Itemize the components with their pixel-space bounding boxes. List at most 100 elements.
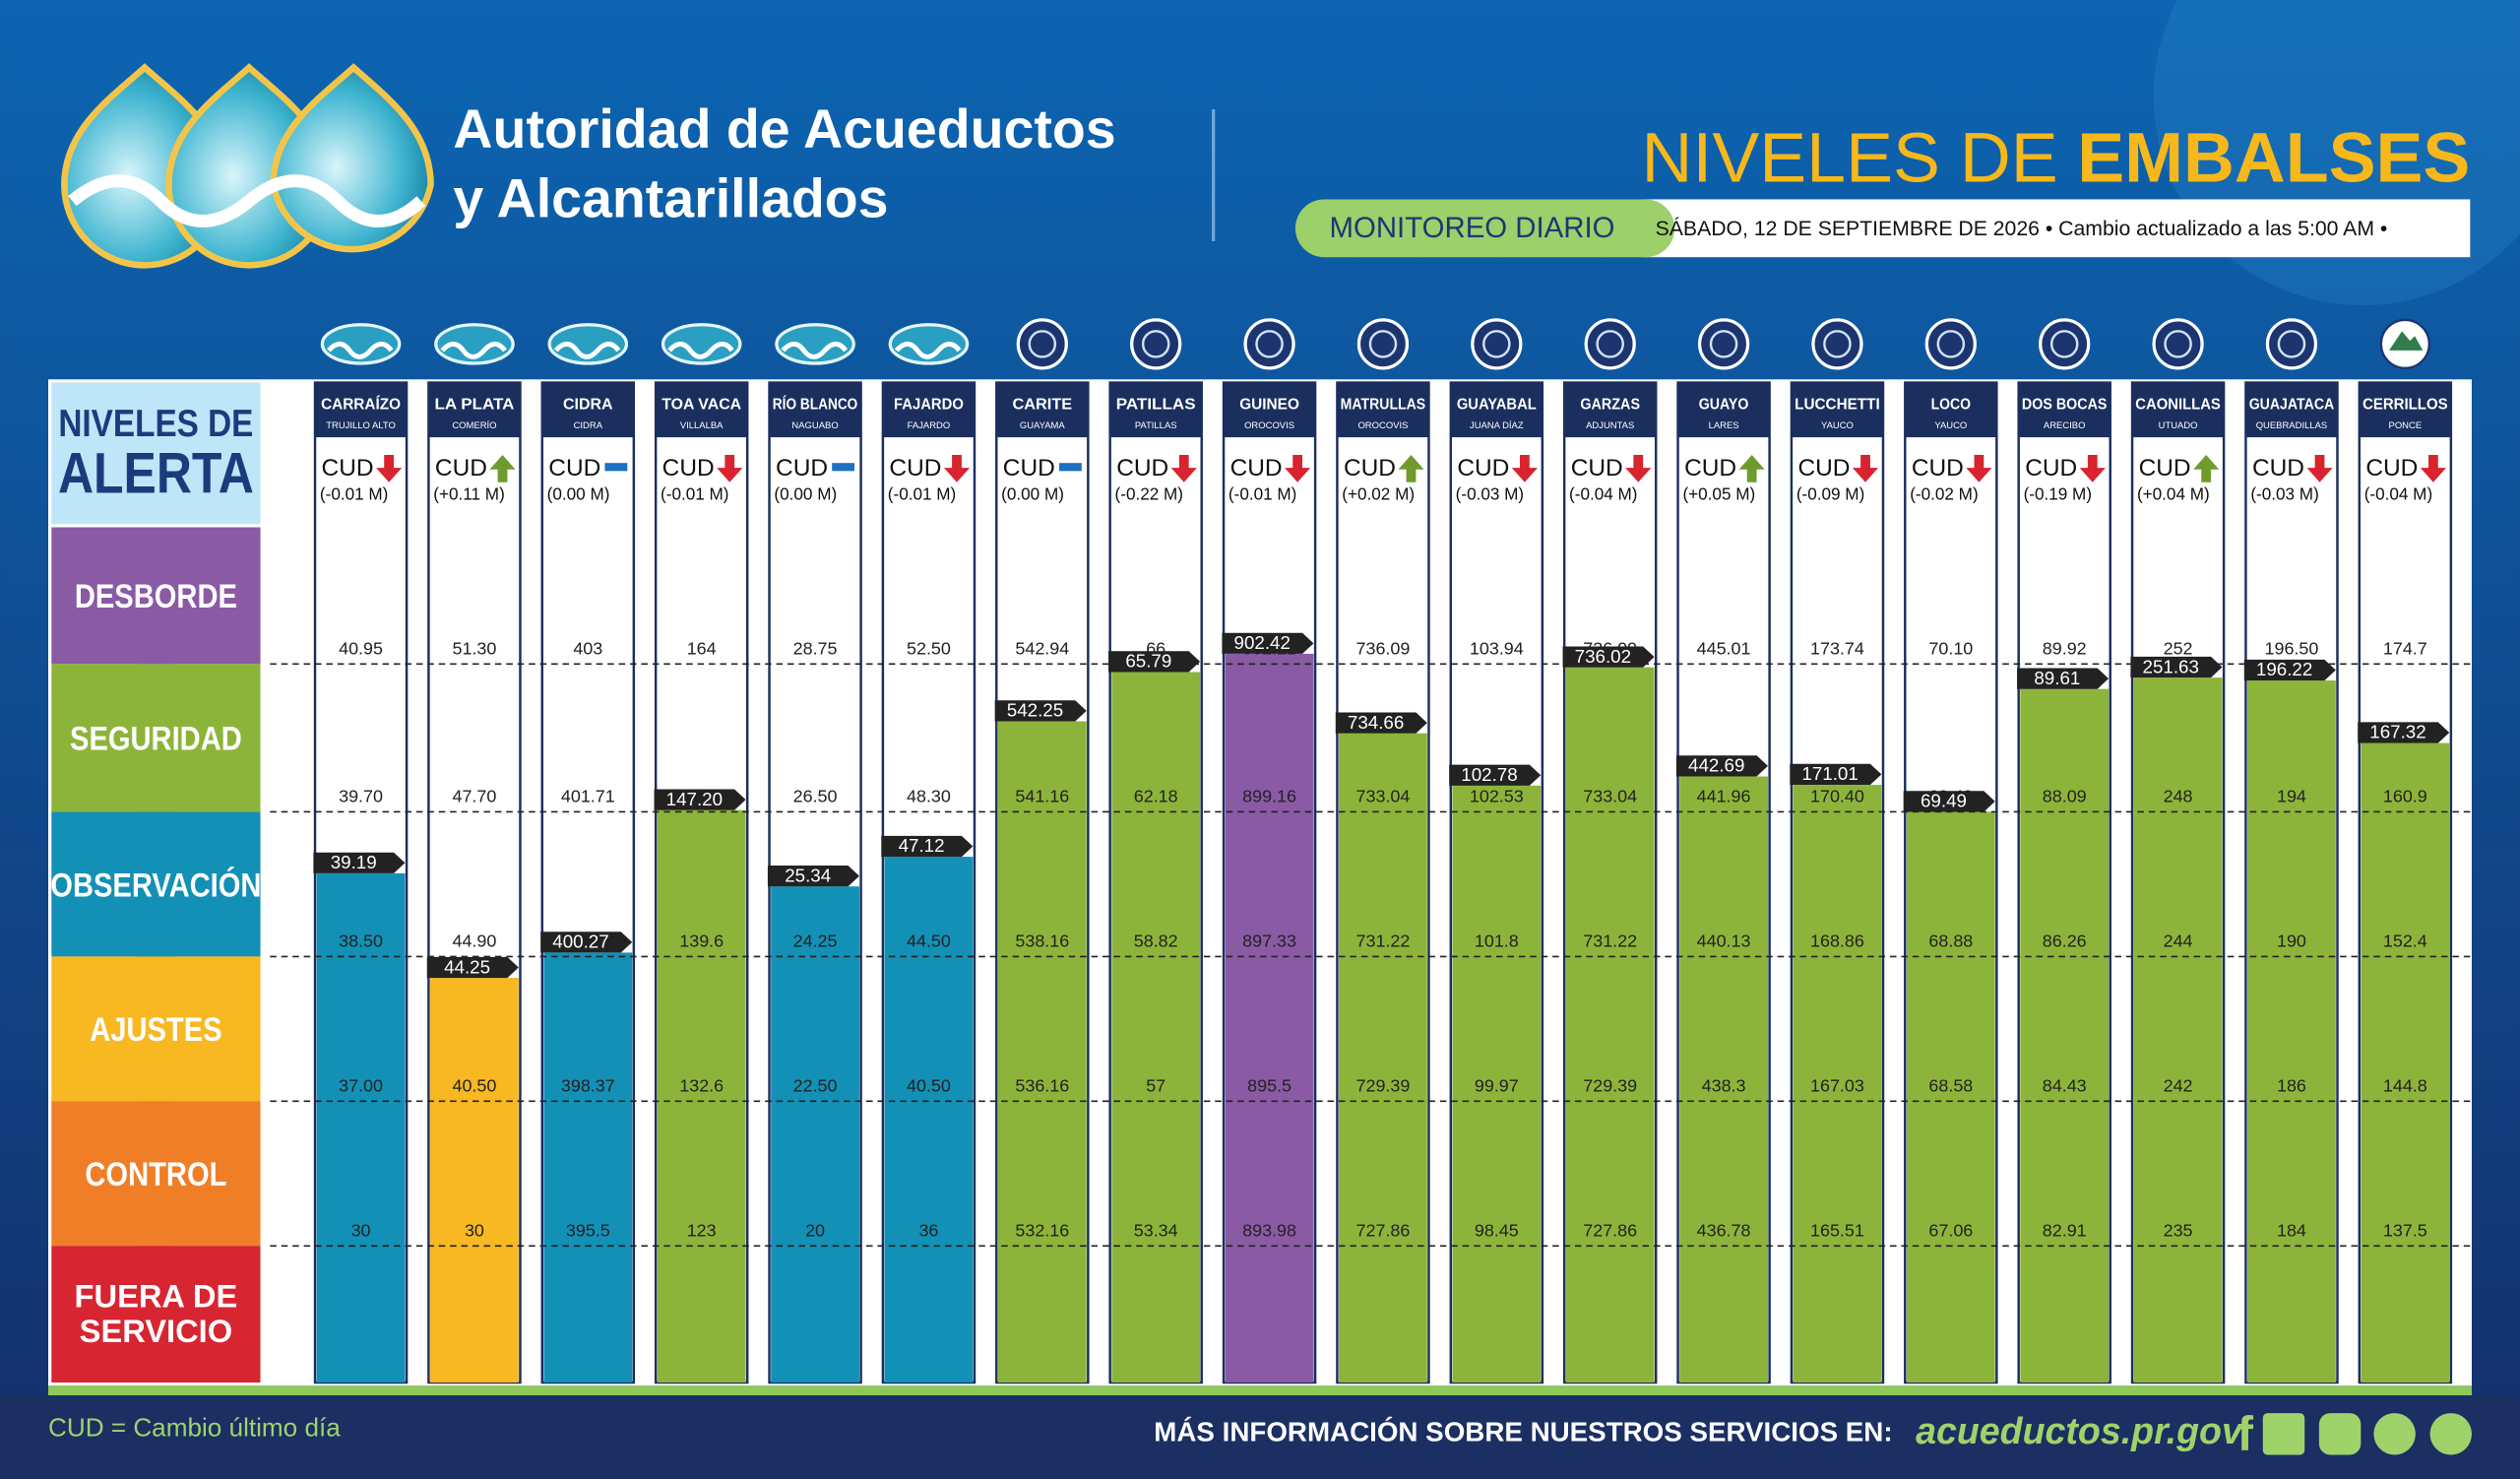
level-bar — [997, 721, 1087, 1383]
cud-label: CUD — [1116, 455, 1168, 482]
reservoir-location: ADJUNTAS — [1586, 420, 1634, 431]
level-bar — [1679, 776, 1768, 1383]
threshold-label: 731.22 — [1356, 932, 1411, 951]
trend-icon — [943, 455, 971, 482]
footer-info: MÁS INFORMACIÓN SOBRE NUESTROS SERVICIOS… — [1154, 1417, 1892, 1447]
level-label: 69.49 — [1921, 791, 1967, 811]
threshold-label: 895.5 — [1247, 1076, 1292, 1096]
level-badge — [2243, 659, 2336, 681]
level-label: 47.12 — [899, 835, 945, 856]
facebook[interactable]: f — [2237, 1408, 2254, 1461]
level-badge — [767, 865, 859, 887]
level-bar — [657, 809, 746, 1383]
threshold-label: 165.51 — [1810, 1220, 1864, 1240]
reservoir-location: JUANA DÍAZ — [1470, 420, 1524, 431]
seal-icon — [1356, 318, 1410, 370]
trend-icon — [376, 455, 403, 482]
instagram[interactable] — [2318, 1413, 2362, 1455]
threshold-label: 438.3 — [1702, 1076, 1746, 1096]
cud-change: (-0.04 M) — [2364, 483, 2432, 503]
level-bar — [1111, 672, 1201, 1383]
aaa-icon — [320, 323, 402, 365]
threshold-label: 26.50 — [793, 787, 838, 806]
threshold-label: 98.45 — [1475, 1220, 1519, 1240]
cud-change: (-0.03 M) — [1456, 483, 1524, 503]
cud-change: (+0.11 M) — [433, 483, 505, 503]
threshold-label: 736.09 — [1356, 638, 1411, 658]
seal-inner — [1255, 330, 1284, 358]
trend-icon — [1738, 455, 1765, 482]
threshold-label: 733.04 — [1356, 787, 1411, 806]
cud-change: (-0.09 M) — [1796, 483, 1864, 503]
name-box — [1450, 382, 1543, 438]
reservoir-location: YAUCO — [1934, 420, 1967, 431]
seal-inner — [1368, 330, 1398, 358]
reservoir-location: COMERÍO — [452, 420, 496, 431]
threshold-label: 38.50 — [339, 932, 383, 951]
threshold-label: 168.86 — [1810, 932, 1864, 951]
level-label: 39.19 — [331, 852, 377, 872]
name-box — [2359, 382, 2451, 438]
name-box — [1109, 382, 1202, 438]
trend-icon — [489, 455, 516, 482]
level-bar — [1339, 733, 1427, 1383]
threshold-label: 58.82 — [1134, 932, 1178, 951]
threshold-label: 727.86 — [1356, 1220, 1411, 1240]
level-label: 542.25 — [1007, 700, 1063, 721]
name-box — [1564, 382, 1657, 438]
cud-label: CUD — [1003, 455, 1055, 482]
threshold-label: 40.50 — [907, 1076, 951, 1096]
trend-icon — [2420, 455, 2446, 482]
threshold-label: 47.70 — [452, 787, 496, 806]
threshold-label: 103.94 — [1470, 638, 1524, 658]
threshold-label: 190 — [2277, 932, 2306, 951]
reservoir-name: CARRAÍZO — [321, 397, 401, 414]
zone-label: SEGURIDAD — [70, 719, 242, 757]
level-label: 147.20 — [666, 789, 723, 809]
reservoir-name: DOS BOCAS — [2022, 397, 2108, 414]
threshold-label: 235 — [2164, 1220, 2193, 1240]
threshold-label: 538.16 — [1015, 932, 1069, 951]
level-badge — [1790, 763, 1882, 786]
threshold-label: 36 — [918, 1220, 938, 1240]
cud-label: CUD — [322, 455, 374, 482]
level-label: 736.02 — [1575, 646, 1631, 667]
trend-icon — [1852, 455, 1879, 482]
level-bar — [1225, 653, 1314, 1383]
trend-icon — [1966, 455, 1992, 482]
seal-icon — [2039, 318, 2091, 370]
threshold-label: 440.13 — [1697, 932, 1751, 951]
zone-label: OBSERVACIÓN — [50, 866, 261, 904]
level-label: 400.27 — [552, 932, 608, 952]
trend-icon — [2306, 455, 2333, 482]
cud-change: (+0.04 M) — [2137, 483, 2210, 503]
threshold-label: 132.6 — [679, 1076, 724, 1096]
main-title: NIVELES DE EMBALSES — [1642, 118, 2471, 197]
aaa-wave — [667, 341, 734, 359]
linkedin[interactable] — [2373, 1413, 2416, 1455]
threshold-label: 395.5 — [566, 1220, 610, 1240]
level-badge — [994, 700, 1087, 722]
level-badge — [2130, 656, 2223, 678]
level-badge — [1108, 651, 1201, 673]
seal-icon — [2152, 318, 2204, 370]
seal-inner — [2049, 330, 2079, 358]
reservoir-name: CARITE — [1012, 397, 1072, 414]
cud-change: (-0.02 M) — [1910, 483, 1978, 503]
level-label: 25.34 — [785, 865, 831, 885]
reservoir-location: NAGUABO — [791, 420, 838, 431]
zone-label: AJUSTES — [90, 1010, 221, 1049]
youtube[interactable] — [2429, 1413, 2472, 1455]
reservoir-name: RÍO BLANCO — [773, 397, 858, 414]
x-icon[interactable] — [2262, 1413, 2305, 1455]
threshold-label: 186 — [2277, 1076, 2306, 1096]
footer — [0, 1395, 2520, 1479]
threshold-label: 40.50 — [452, 1076, 496, 1096]
name-box — [656, 382, 748, 438]
trend-icon — [2079, 455, 2106, 482]
cud-label: CUD — [2252, 455, 2304, 482]
footer-url[interactable]: acueductos.pr.gov — [1916, 1410, 2244, 1451]
social-icons[interactable]: f — [2237, 1408, 2472, 1461]
level-badge — [2017, 668, 2110, 689]
seal-inner — [1823, 330, 1852, 358]
